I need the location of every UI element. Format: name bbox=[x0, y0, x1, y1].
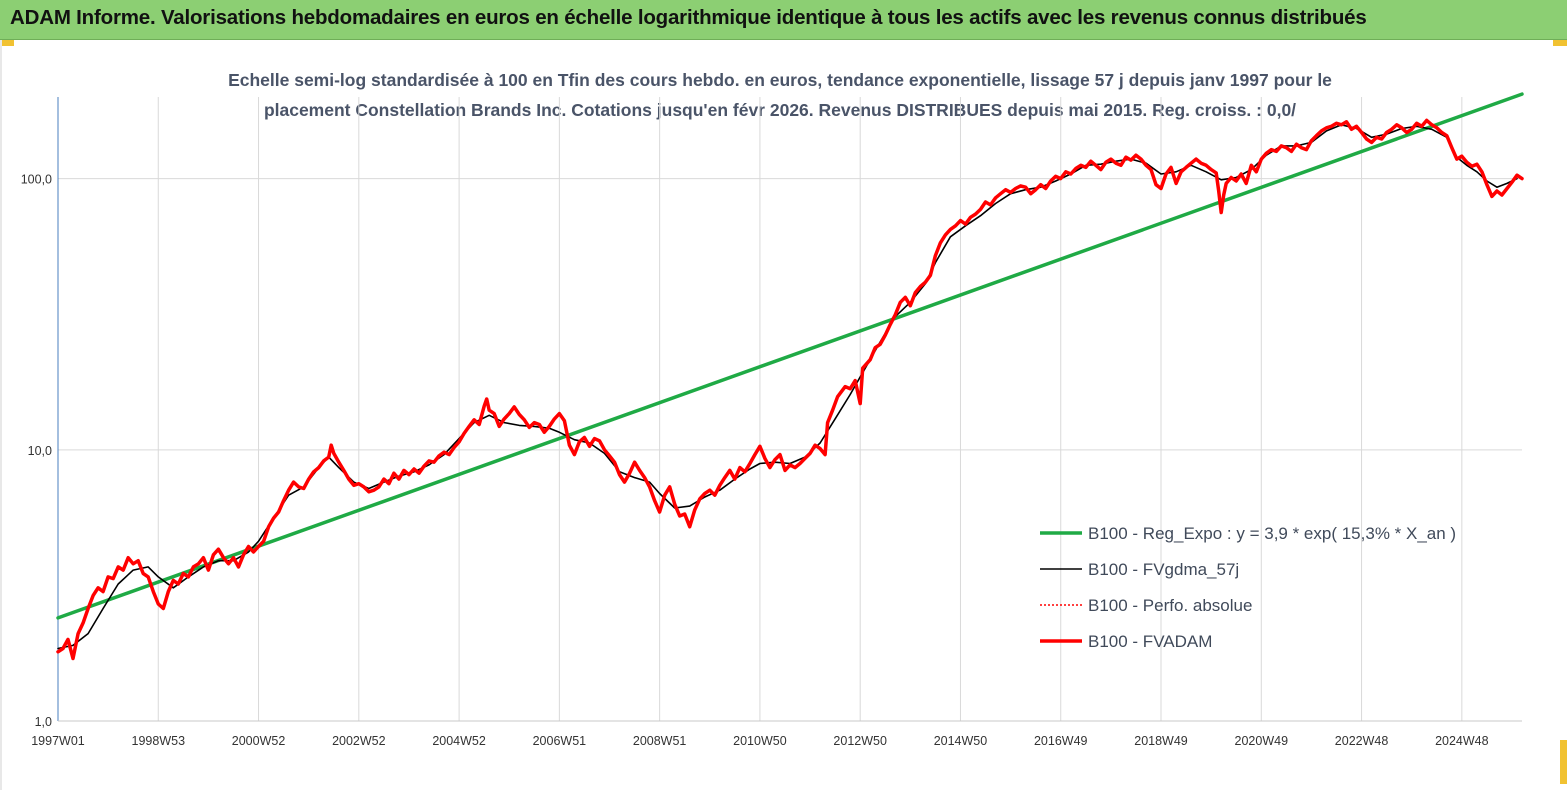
legend-label: B100 - Reg_Expo : y = 3,9 * exp( 15,3% *… bbox=[1088, 524, 1456, 543]
y-tick-label: 10,0 bbox=[28, 444, 52, 458]
x-tick-labels: 1997W01 1998W53 2000W52 2002W52 2004W52 2006W… bbox=[31, 734, 1488, 748]
x-tick-label: 2006W51 bbox=[533, 734, 587, 748]
x-tick-label: 1998W53 bbox=[132, 734, 186, 748]
chart-subtitle-line-2: placement Constellation Brands Inc. Cota… bbox=[264, 100, 1296, 120]
chart-subtitle-line-1: Echelle semi-log standardisée à 100 en T… bbox=[228, 70, 1332, 90]
corner-marker-top-right bbox=[1553, 40, 1567, 46]
y-tick-labels: 1,0 10,0 100,0 bbox=[21, 173, 52, 729]
series-line-0 bbox=[56, 92, 1524, 620]
x-tick-label: 2022W48 bbox=[1335, 734, 1389, 748]
series-lines bbox=[56, 92, 1524, 661]
x-tick-label: 2020W49 bbox=[1235, 734, 1289, 748]
series-line-3 bbox=[56, 118, 1524, 661]
corner-marker-bottom-right bbox=[1560, 740, 1567, 784]
x-tick-label: 1997W01 bbox=[31, 734, 85, 748]
x-tick-label: 2016W49 bbox=[1034, 734, 1088, 748]
y-tick-label: 1,0 bbox=[35, 715, 52, 729]
x-tick-label: 2010W50 bbox=[733, 734, 787, 748]
x-tick-label: 2014W50 bbox=[934, 734, 988, 748]
legend: B100 - Reg_Expo : y = 3,9 * exp( 15,3% *… bbox=[1040, 524, 1456, 651]
x-tick-label: 2004W52 bbox=[432, 734, 486, 748]
grid-lines bbox=[57, 97, 1522, 722]
frame-border bbox=[0, 40, 2, 790]
chart-area: Echelle semi-log standardisée à 100 en T… bbox=[21, 70, 1524, 748]
x-tick-label: 2008W51 bbox=[633, 734, 687, 748]
report-title: ADAM Informe. Valorisations hebdomadaire… bbox=[10, 6, 1367, 29]
series-line-1 bbox=[57, 124, 1518, 650]
legend-label: B100 - FVgdma_57j bbox=[1088, 560, 1239, 579]
x-tick-label: 2002W52 bbox=[332, 734, 386, 748]
legend-label: B100 - FVADAM bbox=[1088, 632, 1212, 651]
legend-label: B100 - Perfo. absolue bbox=[1088, 596, 1252, 615]
corner-marker-top-left bbox=[0, 40, 14, 46]
x-tick-label: 2012W50 bbox=[833, 734, 887, 748]
x-tick-label: 2024W48 bbox=[1435, 734, 1489, 748]
report-banner: ADAM Informe. Valorisations hebdomadaire… bbox=[0, 0, 1567, 40]
y-tick-label: 100,0 bbox=[21, 173, 52, 187]
x-tick-label: 2000W52 bbox=[232, 734, 286, 748]
x-tick-label: 2018W49 bbox=[1134, 734, 1188, 748]
